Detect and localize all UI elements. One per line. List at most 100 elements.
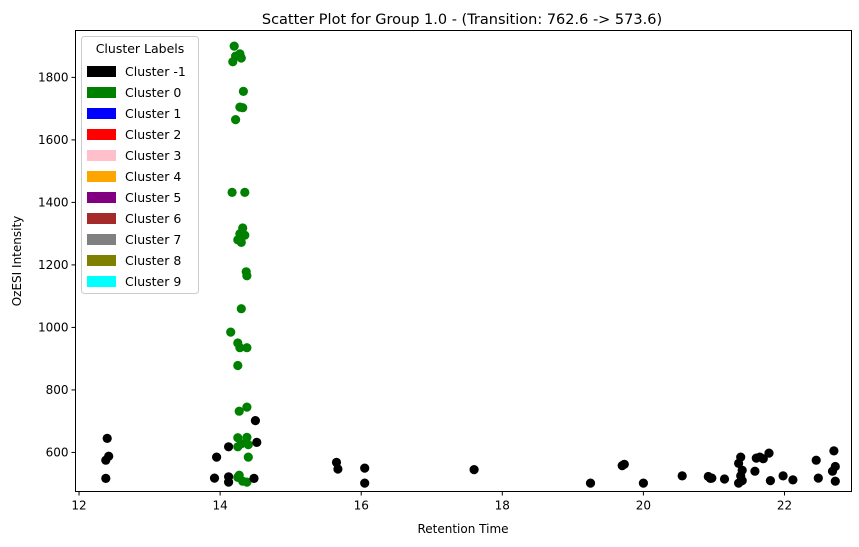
y-tick-label: 600 — [46, 445, 69, 459]
legend-swatch — [87, 234, 116, 245]
data-point point-cluster-0 — [242, 402, 252, 412]
data-point point-cluster-neg1 — [102, 433, 112, 443]
legend-swatch — [87, 213, 116, 224]
legend-swatch — [87, 150, 116, 161]
data-point point-cluster-neg1 — [360, 463, 370, 473]
x-tick-label: 20 — [636, 499, 651, 513]
data-point point-cluster-0 — [229, 41, 239, 51]
legend-swatch — [87, 276, 116, 287]
data-point point-cluster-0 — [243, 440, 253, 450]
legend-swatch — [87, 171, 116, 182]
data-point point-cluster-neg1 — [719, 474, 730, 484]
data-point point-cluster-neg1 — [469, 465, 479, 475]
y-tick-label: 1000 — [38, 320, 69, 334]
data-point point-cluster-neg1 — [750, 466, 760, 476]
data-point point-cluster-0 — [243, 452, 253, 462]
legend-title: Cluster Labels — [96, 41, 185, 56]
legend-swatch — [87, 108, 116, 119]
data-point point-cluster-0 — [236, 237, 246, 247]
data-point point-cluster-neg1 — [585, 478, 596, 488]
data-point point-cluster-0 — [238, 86, 248, 96]
data-point point-cluster-neg1 — [252, 437, 262, 447]
data-point point-cluster-neg1 — [360, 478, 370, 488]
data-point point-cluster-neg1 — [249, 473, 259, 483]
data-point point-cluster-neg1 — [619, 459, 629, 469]
y-tick-label: 1800 — [38, 70, 69, 84]
y-axis-label: OzESI Intensity — [10, 216, 24, 307]
data-point point-cluster-0 — [235, 343, 245, 353]
x-tick-label: 18 — [495, 499, 510, 513]
data-point point-cluster-neg1 — [224, 477, 234, 487]
legend-label: Cluster 6 — [125, 211, 181, 226]
data-point point-cluster-0 — [231, 115, 241, 125]
plot-area — [75, 30, 852, 492]
legend-label: Cluster 7 — [125, 232, 181, 247]
data-point point-cluster-neg1 — [101, 455, 111, 465]
legend-label: Cluster 4 — [125, 169, 181, 184]
data-point point-cluster-neg1 — [778, 471, 788, 481]
legend-swatch — [87, 192, 116, 203]
plot-frame — [75, 30, 852, 492]
data-point point-cluster-neg1 — [209, 473, 220, 483]
y-axis: 600 800 1000 1200 1400 1600 1800 — [38, 70, 76, 459]
data-point point-cluster-neg1 — [829, 446, 839, 456]
y-tick-label: 1600 — [38, 133, 69, 147]
data-point point-cluster-0 — [233, 442, 243, 452]
legend-label: Cluster 0 — [125, 85, 181, 100]
data-point point-cluster-neg1 — [764, 448, 774, 458]
y-tick-label: 800 — [46, 383, 69, 397]
data-point point-cluster-neg1 — [250, 416, 260, 426]
data-point point-cluster-neg1 — [830, 476, 840, 486]
data-point point-cluster-neg1 — [333, 464, 343, 474]
data-point point-cluster-0 — [236, 304, 246, 314]
x-tick-label: 22 — [777, 499, 792, 513]
legend-label: Cluster -1 — [125, 64, 186, 79]
data-point point-cluster-neg1 — [101, 473, 111, 483]
legend-label: Cluster 9 — [125, 274, 181, 289]
x-tick-label: 14 — [212, 499, 227, 513]
data-point point-cluster-neg1 — [813, 473, 823, 483]
legend-label: Cluster 2 — [125, 127, 181, 142]
x-axis: 12 14 16 18 20 22 — [71, 491, 792, 513]
data-point point-cluster-neg1 — [736, 452, 746, 462]
data-point point-cluster-0 — [242, 432, 252, 442]
points-layer — [101, 41, 840, 488]
legend-swatch — [87, 129, 116, 140]
legend-swatch — [87, 255, 116, 266]
data-point point-cluster-0 — [226, 327, 236, 337]
y-tick-label: 1400 — [38, 195, 69, 209]
data-point point-cluster-0 — [228, 57, 238, 67]
legend-entries: Cluster -1 Cluster 0 Cluster 1 Cluster 2 Clu… — [87, 64, 186, 289]
legend-label: Cluster 8 — [125, 253, 181, 268]
legend-swatch — [87, 66, 116, 77]
data-point point-cluster-neg1 — [638, 478, 649, 488]
data-point point-cluster-0 — [238, 103, 248, 113]
x-tick-label: 16 — [354, 499, 369, 513]
legend-swatch — [87, 87, 116, 98]
data-point point-cluster-0 — [242, 271, 252, 281]
data-point point-cluster-neg1 — [707, 473, 717, 483]
data-point point-cluster-neg1 — [827, 466, 838, 476]
legend-label: Cluster 1 — [125, 106, 181, 121]
data-point point-cluster-0 — [240, 230, 250, 240]
data-point point-cluster-0 — [242, 343, 252, 353]
data-point point-cluster-neg1 — [677, 471, 687, 481]
data-point point-cluster-neg1 — [224, 442, 234, 452]
data-point point-cluster-0 — [233, 360, 243, 371]
data-point point-cluster-neg1 — [758, 454, 768, 464]
data-point point-cluster-0 — [227, 187, 237, 197]
legend-label: Cluster 3 — [125, 148, 181, 163]
data-point point-cluster-0 — [236, 53, 246, 63]
y-tick-label: 1200 — [38, 258, 69, 272]
x-tick-label: 12 — [71, 499, 86, 513]
data-point point-cluster-neg1 — [811, 455, 821, 465]
x-axis-label: Retention Time — [417, 522, 508, 536]
data-point point-cluster-neg1 — [212, 452, 222, 462]
data-point point-cluster-0 — [240, 187, 250, 197]
data-point point-cluster-neg1 — [788, 475, 798, 485]
legend-box — [81, 36, 199, 294]
data-point point-cluster-0 — [242, 477, 252, 487]
data-point point-cluster-neg1 — [765, 476, 776, 486]
